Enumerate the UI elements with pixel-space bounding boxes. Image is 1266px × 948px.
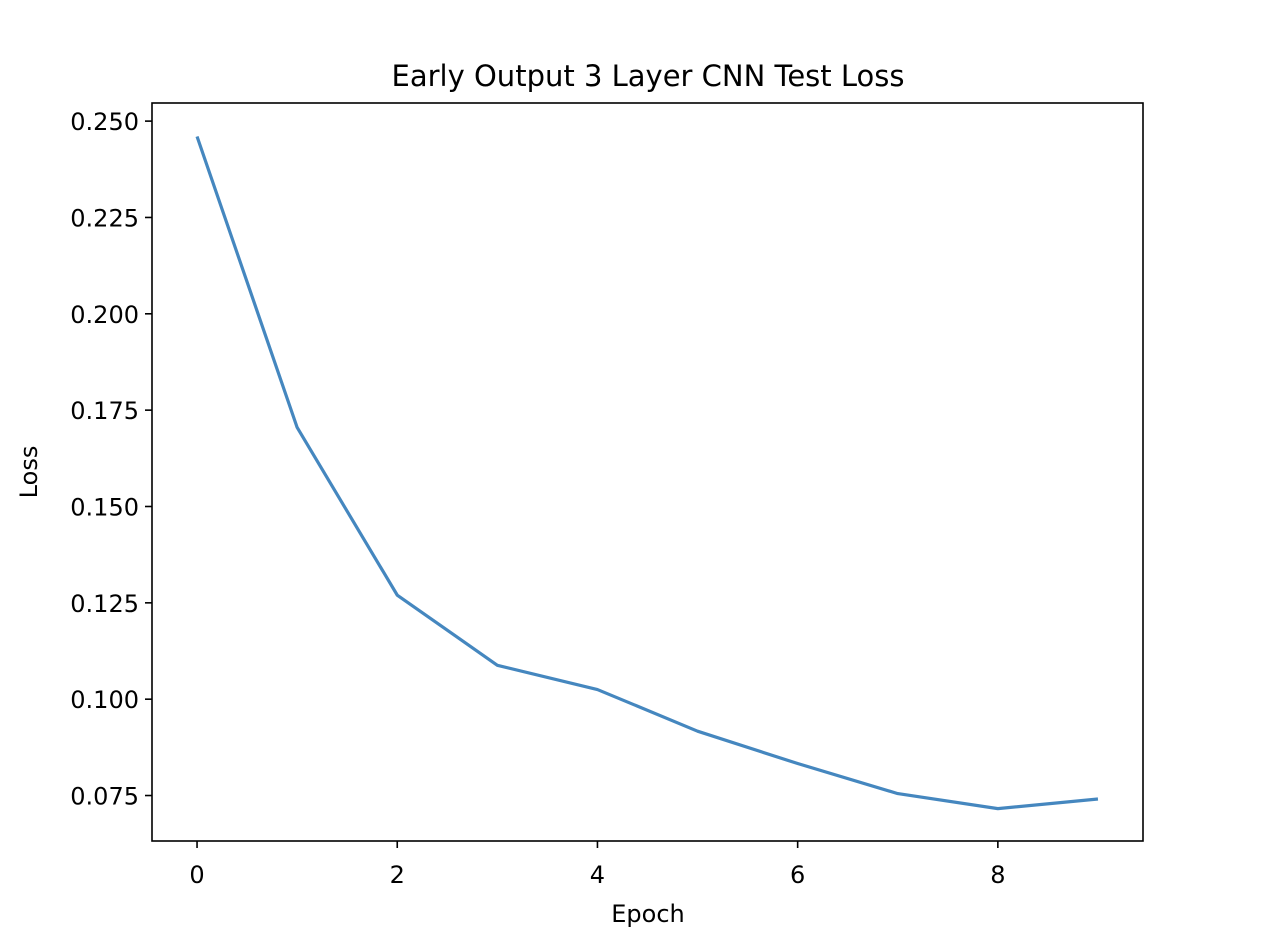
x-axis: 0 2 4 6 8: [189, 841, 1005, 889]
y-axis-title: Loss: [15, 446, 43, 499]
y-tick-label: 0.150: [70, 493, 139, 521]
y-tick-label: 0.075: [70, 783, 139, 811]
y-tick-label: 0.125: [70, 590, 139, 618]
x-tick-label: 8: [990, 861, 1005, 889]
y-axis: 0.075 0.100 0.125 0.150 0.175 0.200 0.225 0.250: [70, 108, 152, 810]
x-axis-title: Epoch: [611, 900, 685, 928]
y-tick-label: 0.250: [70, 108, 139, 136]
series-line-0: [197, 137, 1098, 809]
x-tick-label: 6: [790, 861, 805, 889]
x-tick-label: 4: [590, 861, 605, 889]
x-tick-label: 0: [189, 861, 204, 889]
plot-frame: [152, 103, 1143, 841]
y-tick-label: 0.225: [70, 204, 139, 232]
y-tick-label: 0.200: [70, 301, 139, 329]
x-tick-label: 2: [390, 861, 405, 889]
plot-area: [197, 136, 1098, 808]
y-tick-label: 0.100: [70, 686, 139, 714]
chart-title: Early Output 3 Layer CNN Test Loss: [392, 59, 905, 93]
y-tick-label: 0.175: [70, 397, 139, 425]
